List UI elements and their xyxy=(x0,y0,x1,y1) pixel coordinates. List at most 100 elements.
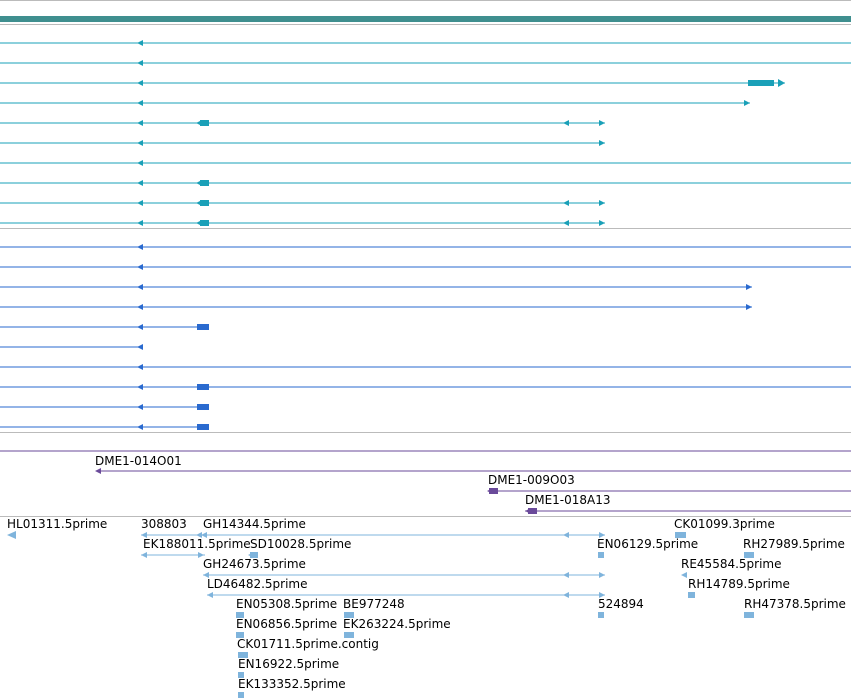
track-divider xyxy=(0,228,851,229)
exon-block-icon xyxy=(238,652,248,658)
exon-block-icon xyxy=(200,220,209,226)
est-label-ek188011[interactable]: EK188011.5prime xyxy=(143,537,251,551)
left-arrow-icon xyxy=(248,552,254,558)
left-arrow-icon xyxy=(201,532,207,538)
left-arrow-icon xyxy=(137,284,143,290)
exon-block-icon xyxy=(688,592,695,598)
left-arrow-icon xyxy=(137,424,143,430)
left-arrow-icon xyxy=(207,592,213,598)
clone-label-dme1-009o03[interactable]: DME1-009O03 xyxy=(488,473,575,487)
clone-label-dme1-018a13[interactable]: DME1-018A13 xyxy=(525,493,611,507)
right-arrow-icon xyxy=(198,552,204,558)
left-arrow-icon xyxy=(137,404,143,410)
track-divider xyxy=(0,432,851,433)
left-arrow-icon xyxy=(563,220,569,226)
exon-block-icon xyxy=(236,632,244,638)
est-label-308803[interactable]: 308803 xyxy=(141,517,187,531)
est-label-en16922[interactable]: EN16922.5prime xyxy=(238,657,340,671)
est-label-rh27989[interactable]: RH27989.5prime xyxy=(743,537,845,551)
right-arrow-icon xyxy=(599,572,605,578)
left-arrow-icon xyxy=(681,572,687,578)
est-label-ld46482[interactable]: LD46482.5prime xyxy=(207,577,308,591)
left-arrow-icon xyxy=(137,384,143,390)
left-arrow-icon xyxy=(137,264,143,270)
exon-block-icon xyxy=(238,672,244,678)
est-label-sd10028[interactable]: SD10028.5prime xyxy=(250,537,352,551)
est-label-en05308[interactable]: EN05308.5prime xyxy=(236,597,338,611)
exon-block-icon xyxy=(528,508,537,514)
exon-block-icon xyxy=(236,612,244,618)
left-arrow-icon xyxy=(196,532,202,538)
left-arrow-icon xyxy=(203,572,209,578)
left-arrow-icon xyxy=(137,324,143,330)
clone-label-dme1-014o01[interactable]: DME1-014O01 xyxy=(95,454,182,468)
top-border xyxy=(0,0,851,1)
est-label-ek263224[interactable]: EK263224.5prime xyxy=(343,617,451,631)
left-arrow-icon xyxy=(137,80,143,86)
est-label-gh24673[interactable]: GH24673.5prime xyxy=(203,557,306,571)
exon-block-icon xyxy=(344,632,354,638)
left-arrow-icon xyxy=(137,344,143,350)
est-label-re45584[interactable]: RE45584.5prime xyxy=(681,557,782,571)
right-arrow-icon xyxy=(599,532,605,538)
exon-block-icon xyxy=(197,424,209,430)
right-arrow-icon xyxy=(599,200,605,206)
est-label-hl01311[interactable]: HL01311.5prime xyxy=(7,517,108,531)
scale-ruler xyxy=(0,16,851,22)
ruler-divider xyxy=(0,24,851,25)
track-divider xyxy=(0,516,851,517)
exon-block-icon xyxy=(598,552,604,558)
left-arrow-icon xyxy=(137,60,143,66)
left-arrow-icon xyxy=(137,40,143,46)
est-label-ck01099[interactable]: CK01099.3prime xyxy=(674,517,775,531)
exon-block-icon xyxy=(238,692,244,698)
est-label-be977248[interactable]: BE977248 xyxy=(343,597,405,611)
est-label-ck01711[interactable]: CK01711.5prime.contig xyxy=(237,637,379,651)
right-arrow-icon xyxy=(744,100,750,106)
left-arrow-icon xyxy=(137,200,143,206)
left-arrow-icon xyxy=(137,180,143,186)
exon-block-icon xyxy=(598,612,604,618)
est-label-gh14344[interactable]: GH14344.5prime xyxy=(203,517,306,531)
left-arrow-icon xyxy=(563,120,569,126)
left-arrow-icon xyxy=(137,100,143,106)
right-arrow-icon xyxy=(778,79,785,87)
right-arrow-icon xyxy=(599,120,605,126)
est-label-rh47378[interactable]: RH47378.5prime xyxy=(744,597,846,611)
est-label-524894[interactable]: 524894 xyxy=(598,597,644,611)
exon-block-icon xyxy=(197,384,209,390)
right-arrow-icon xyxy=(746,284,752,290)
left-arrow-icon xyxy=(141,532,147,538)
left-arrow-icon xyxy=(525,508,531,514)
left-arrow-icon xyxy=(563,532,569,538)
left-arrow-icon xyxy=(137,160,143,166)
left-arrow-icon xyxy=(137,120,143,126)
est-label-en06856[interactable]: EN06856.5prime xyxy=(236,617,338,631)
left-arrow-icon xyxy=(563,592,569,598)
left-arrow-icon xyxy=(563,200,569,206)
left-arrow-icon xyxy=(137,244,143,250)
est-label-en06129[interactable]: EN06129.5prime xyxy=(597,537,699,551)
right-arrow-icon xyxy=(746,304,752,310)
right-arrow-icon xyxy=(599,140,605,146)
left-arrow-icon xyxy=(7,531,16,539)
exon-block-icon xyxy=(197,404,209,410)
exon-block-icon xyxy=(200,180,209,186)
left-arrow-icon xyxy=(563,572,569,578)
left-arrow-icon xyxy=(487,488,493,494)
exon-block-icon xyxy=(344,612,354,618)
right-arrow-icon xyxy=(599,220,605,226)
exon-block-icon xyxy=(489,488,498,494)
exon-block-icon xyxy=(675,532,686,538)
left-arrow-icon xyxy=(137,140,143,146)
left-arrow-icon xyxy=(137,364,143,370)
exon-block-icon xyxy=(197,324,209,330)
left-arrow-icon xyxy=(95,468,101,474)
est-label-rh14789[interactable]: RH14789.5prime xyxy=(688,577,790,591)
exon-block-icon xyxy=(200,120,209,126)
right-arrow-icon xyxy=(599,592,605,598)
exon-block-icon xyxy=(744,612,754,618)
est-label-ek133352[interactable]: EK133352.5prime xyxy=(238,677,346,691)
left-arrow-icon xyxy=(141,552,147,558)
